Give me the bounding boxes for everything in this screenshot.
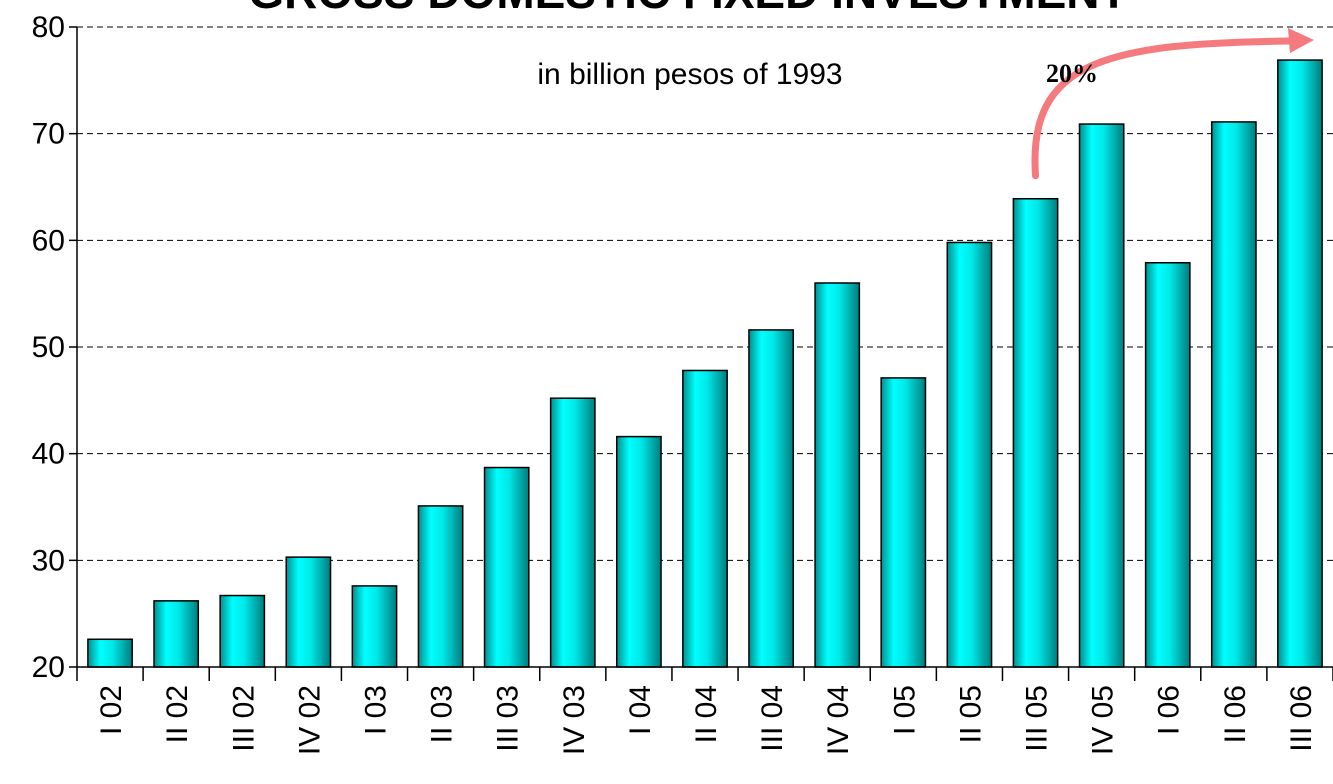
bar-ii-05 — [946, 241, 993, 668]
bar-iv-04 — [814, 282, 861, 668]
x-category-label: III 06 — [1285, 685, 1318, 752]
x-category-label: III 05 — [1021, 685, 1054, 752]
axes — [69, 26, 1333, 681]
x-category-label: IV 05 — [1087, 685, 1120, 755]
bar-iii-05 — [1012, 197, 1059, 668]
x-category-label: III 02 — [227, 685, 260, 752]
y-tick-label: 60 — [32, 224, 65, 257]
bar-i-04 — [615, 435, 662, 668]
bar-iv-05 — [1078, 123, 1125, 668]
bar-iii-06 — [1277, 59, 1323, 668]
bar-iv-03 — [549, 397, 596, 668]
growth-percent-label: 20% — [1046, 59, 1098, 88]
x-category-label: IV 03 — [558, 685, 591, 755]
y-tick-label: 80 — [32, 11, 65, 44]
bar-iii-02 — [219, 594, 266, 668]
bar-ii-04 — [682, 369, 728, 668]
bar-ii-03 — [417, 505, 464, 668]
x-category-label: III 03 — [492, 685, 525, 752]
y-tick-label: 30 — [32, 544, 65, 577]
bar-i-06 — [1144, 261, 1191, 668]
bar-i-02 — [87, 638, 133, 668]
bars — [87, 59, 1323, 668]
bar-iii-04 — [748, 329, 795, 668]
x-category-label: II 03 — [426, 685, 459, 743]
axis-labels: 20 30 40 50 60 70 80 I 02 II 02 III 02 IV 02 I 03 II… — [32, 11, 1318, 755]
bar-ii-02 — [153, 600, 200, 668]
x-category-label: I 03 — [359, 685, 392, 735]
x-category-label: IV 02 — [293, 685, 326, 755]
growth-arrow-icon — [1031, 37, 1296, 180]
y-tick-label: 70 — [32, 118, 65, 151]
y-tick-label: 40 — [32, 438, 65, 471]
x-category-label: III 04 — [756, 685, 789, 752]
chart-subtitle: in billion pesos of 1993 — [537, 58, 842, 91]
bar-iv-02 — [285, 556, 332, 668]
bar-ii-06 — [1210, 121, 1257, 668]
x-category-label: I 02 — [95, 685, 128, 735]
chart-title: GROSS DOMESTIC FIXED INVESTMENT — [248, 0, 1127, 18]
bar-i-05 — [880, 377, 927, 668]
arrowhead-icon — [1287, 28, 1314, 53]
x-category-label: I 05 — [888, 685, 921, 735]
bar-i-03 — [351, 585, 398, 668]
x-category-label: II 06 — [1219, 685, 1252, 743]
x-category-label: IV 04 — [822, 685, 855, 755]
y-tick-label: 50 — [32, 331, 65, 364]
y-tick-label: 20 — [32, 651, 65, 684]
bar-iii-03 — [483, 466, 530, 668]
x-category-label: I 04 — [624, 685, 657, 735]
x-category-label: I 06 — [1153, 685, 1186, 735]
growth-annotation: 20% — [1031, 28, 1314, 180]
x-category-label: II 05 — [954, 685, 987, 743]
x-category-label: II 04 — [690, 685, 723, 743]
x-category-label: II 02 — [161, 685, 194, 743]
